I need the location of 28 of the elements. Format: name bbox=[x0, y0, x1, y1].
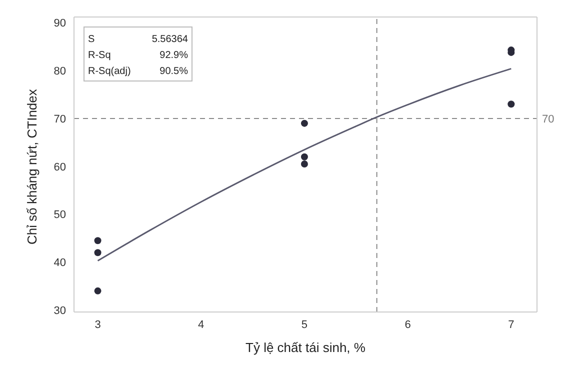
x-tick-label: 3 bbox=[94, 318, 101, 331]
point bbox=[300, 160, 308, 168]
annotation: 90.5% bbox=[160, 66, 188, 77]
y-tick-label: 90 bbox=[54, 18, 66, 30]
annotation: R-Sq(adj) bbox=[88, 66, 131, 77]
x-tick-label: 4 bbox=[198, 318, 204, 331]
y-tick-label: 60 bbox=[54, 161, 66, 174]
point bbox=[508, 100, 515, 108]
point bbox=[94, 237, 102, 244]
y-tick-label: 40 bbox=[54, 257, 66, 270]
y-tick-label: 50 bbox=[54, 209, 66, 222]
x-axis-title: Tỷ lệ chất tái sinh, % bbox=[246, 340, 366, 355]
annotation: R-Sq bbox=[88, 50, 111, 61]
point bbox=[94, 249, 102, 256]
y-tick-label: 70 bbox=[54, 113, 66, 126]
point bbox=[300, 120, 308, 127]
x-tick-label: 7 bbox=[508, 318, 514, 331]
x-tick-label: 6 bbox=[404, 318, 411, 331]
annotation: 5.56364 bbox=[152, 34, 188, 45]
annotation: 92.9% bbox=[160, 50, 188, 61]
point bbox=[300, 153, 308, 160]
ref-line-label: 70 bbox=[542, 113, 554, 126]
point bbox=[94, 287, 102, 294]
y-tick-label: 30 bbox=[54, 304, 66, 317]
annotation: S bbox=[88, 34, 95, 45]
y-tick-label: 80 bbox=[54, 66, 66, 78]
y-axis-title: Chỉ số kháng nứt, CTIndex bbox=[24, 88, 40, 244]
x-tick-label: 5 bbox=[301, 318, 308, 331]
